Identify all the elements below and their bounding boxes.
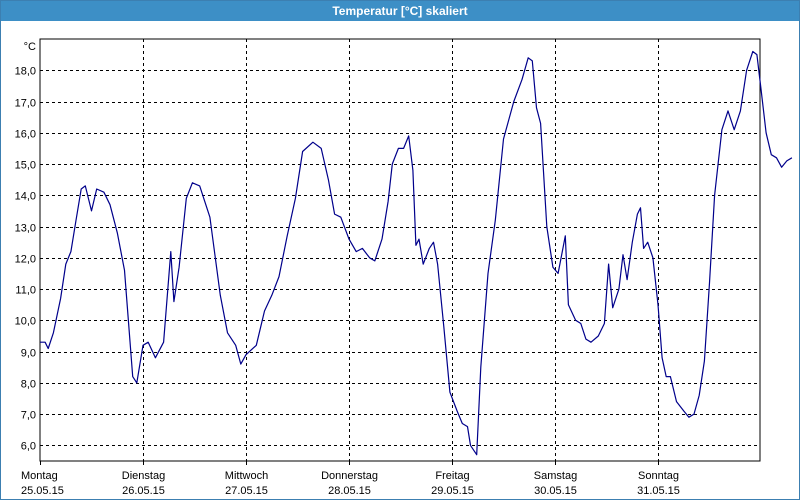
x-tick-date-label: 30.05.15 — [534, 485, 577, 497]
y-tick-label: 10,0 — [15, 316, 36, 328]
x-tick-date-label: 29.05.15 — [431, 485, 474, 497]
x-tick-day-label: Freitag — [435, 470, 469, 482]
vertical-gridlines — [143, 39, 659, 461]
y-tick-label: 6,0 — [21, 441, 36, 453]
window-title: Temperatur [°C] skaliert — [1, 1, 799, 21]
y-tick-label: 7,0 — [21, 410, 36, 422]
y-tick-label: 13,0 — [15, 223, 36, 235]
y-axis-unit-label: °C — [24, 41, 36, 53]
temperature-line — [40, 50, 793, 456]
x-tick-day-label: Dienstag — [122, 470, 165, 482]
x-tick-day-label: Sonntag — [638, 470, 679, 482]
x-tick-date-label: 26.05.15 — [122, 485, 165, 497]
x-tick-date-label: 25.05.15 — [21, 485, 64, 497]
y-tick-label: 14,0 — [15, 191, 36, 203]
y-tick-label: 12,0 — [15, 254, 36, 266]
x-tick-day-label: Donnerstag — [321, 470, 378, 482]
y-tick-label: 15,0 — [15, 160, 36, 172]
x-axis-tick-labels: Montag 25.05.15 Dienstag 26.05.15 Mittwoch 27… — [21, 461, 680, 497]
x-tick-day-label: Samstag — [534, 470, 577, 482]
plot-area-frame — [39, 38, 761, 462]
y-tick-label: 17,0 — [15, 98, 36, 110]
y-tick-label: 16,0 — [15, 129, 36, 141]
y-tick-label: 11,0 — [15, 285, 36, 297]
horizontal-gridlines — [40, 70, 760, 446]
y-axis-tick-labels: 6,0 7,0 8,0 9,0 10,0 11,0 12,0 13,0 14,0 15,0 16,0… — [15, 66, 36, 453]
y-tick-label: 8,0 — [21, 379, 36, 391]
y-tick-label: 18,0 — [15, 66, 36, 78]
x-tick-date-label: 28.05.15 — [328, 485, 371, 497]
x-tick-day-label: Montag — [21, 470, 58, 482]
x-tick-day-label: Mittwoch — [225, 470, 268, 482]
x-tick-date-label: 27.05.15 — [225, 485, 268, 497]
y-tick-label: 9,0 — [21, 348, 36, 360]
x-tick-date-label: 31.05.15 — [637, 485, 680, 497]
